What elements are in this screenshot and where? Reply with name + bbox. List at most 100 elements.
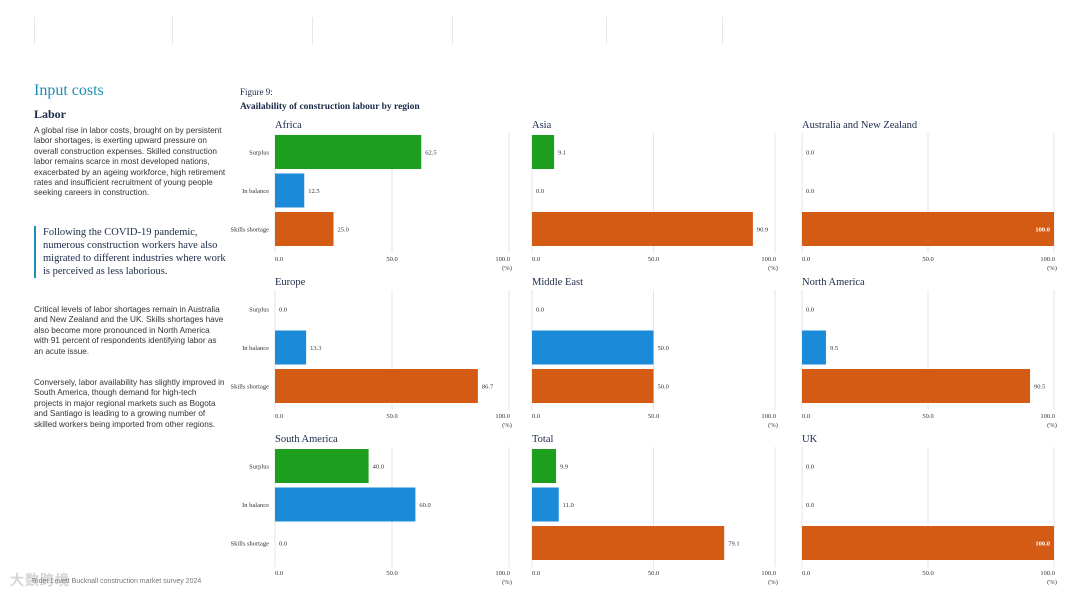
tick-label: 100.0 [495, 413, 510, 420]
data-label: 0.0 [279, 307, 287, 314]
figure-label: Figure 9: [240, 87, 273, 97]
chart-title: Total [532, 434, 554, 445]
intro-paragraph: A global rise in labor costs, brought on… [34, 126, 226, 198]
top-divider [452, 17, 453, 44]
tick-label: 0.0 [275, 256, 283, 263]
data-label: 0.0 [536, 188, 544, 195]
footer-source: Rider Levett Bucknall construction marke… [32, 578, 202, 585]
category-label: Skills shortage [231, 384, 270, 391]
axis-unit-label: (%) [502, 422, 512, 429]
watermark-logo: 大数跨境 [10, 572, 70, 588]
tick-label: 50.0 [922, 570, 933, 577]
tick-label: 0.0 [532, 256, 540, 263]
data-label: 100.0 [1035, 541, 1050, 548]
data-label: 11.0 [563, 502, 574, 509]
bar [532, 449, 557, 483]
data-label: 60.0 [419, 502, 430, 509]
bar [532, 369, 654, 403]
data-label: 13.3 [310, 345, 321, 352]
top-divider [312, 17, 313, 44]
category-label: Surplus [249, 464, 269, 471]
data-label: 0.0 [806, 464, 814, 471]
data-label: 86.7 [482, 384, 494, 391]
data-label: 0.0 [806, 150, 814, 157]
category-label: In balance [242, 188, 269, 195]
tick-label: 0.0 [802, 413, 810, 420]
tick-label: 0.0 [802, 570, 810, 577]
bar [275, 487, 416, 522]
tick-label: 0.0 [802, 256, 810, 263]
data-label: 9.9 [560, 464, 568, 471]
body-paragraph: Critical levels of labor shortages remai… [34, 305, 224, 356]
data-label: 0.0 [806, 307, 814, 314]
bar [275, 212, 334, 246]
tick-label: 50.0 [922, 256, 933, 263]
data-label: 0.0 [806, 502, 814, 509]
tick-label: 0.0 [532, 570, 540, 577]
data-label: 0.0 [536, 307, 544, 314]
category-label: Skills shortage [231, 541, 270, 548]
bar [532, 487, 559, 522]
data-label: 90.5 [1034, 384, 1045, 391]
tick-label: 100.0 [761, 256, 776, 263]
bar [275, 135, 422, 169]
chart-title: Europe [275, 277, 306, 288]
section-title: Input costs [34, 82, 104, 99]
data-label: 100.0 [1035, 227, 1050, 234]
tick-label: 50.0 [386, 256, 397, 263]
figure-title: Availability of construction labour by r… [240, 102, 420, 112]
bar [532, 526, 725, 560]
bar [532, 135, 555, 169]
tick-label: 50.0 [648, 413, 659, 420]
bar [802, 330, 826, 365]
data-label: 90.9 [757, 227, 768, 234]
category-label: Skills shortage [231, 227, 270, 234]
data-label: 50.0 [658, 384, 669, 391]
data-label: 50.0 [658, 345, 669, 352]
category-label: Surplus [249, 150, 269, 157]
top-divider [172, 17, 173, 44]
axis-unit-label: (%) [768, 265, 778, 272]
top-divider [606, 17, 607, 44]
tick-label: 100.0 [761, 570, 776, 577]
axis-unit-label: (%) [502, 579, 512, 586]
data-label: 62.5 [425, 150, 436, 157]
data-label: 12.5 [308, 188, 319, 195]
chart-title: Middle East [532, 277, 583, 288]
tick-label: 100.0 [1040, 413, 1055, 420]
bar [532, 330, 654, 365]
chart-title: Australia and New Zealand [802, 120, 918, 131]
chart-title: Asia [532, 120, 552, 131]
body-paragraph: Conversely, labor availability has sligh… [34, 378, 225, 429]
category-label: In balance [242, 502, 269, 509]
chart-title: UK [802, 434, 818, 445]
bar [275, 173, 305, 208]
tick-label: 50.0 [922, 413, 933, 420]
axis-unit-label: (%) [768, 422, 778, 429]
chart-title: North America [802, 277, 865, 288]
data-label: 79.1 [728, 541, 739, 548]
data-label: 9.1 [558, 150, 566, 157]
bar [275, 330, 307, 365]
bar [532, 212, 753, 246]
data-label: 9.5 [830, 345, 838, 352]
bar [802, 369, 1031, 403]
data-label: 0.0 [806, 188, 814, 195]
data-label: 0.0 [279, 541, 287, 548]
tick-label: 50.0 [386, 570, 397, 577]
category-label: In balance [242, 345, 269, 352]
chart-title: Africa [275, 120, 302, 131]
tick-label: 50.0 [386, 413, 397, 420]
tick-label: 100.0 [761, 413, 776, 420]
tick-label: 100.0 [495, 570, 510, 577]
tick-label: 100.0 [495, 256, 510, 263]
tick-label: 0.0 [275, 570, 283, 577]
axis-unit-label: (%) [1047, 422, 1057, 429]
tick-label: 100.0 [1040, 256, 1055, 263]
bar [275, 449, 369, 483]
top-divider [722, 17, 723, 44]
category-label: Surplus [249, 307, 269, 314]
axis-unit-label: (%) [1047, 265, 1057, 272]
axis-unit-label: (%) [502, 265, 512, 272]
